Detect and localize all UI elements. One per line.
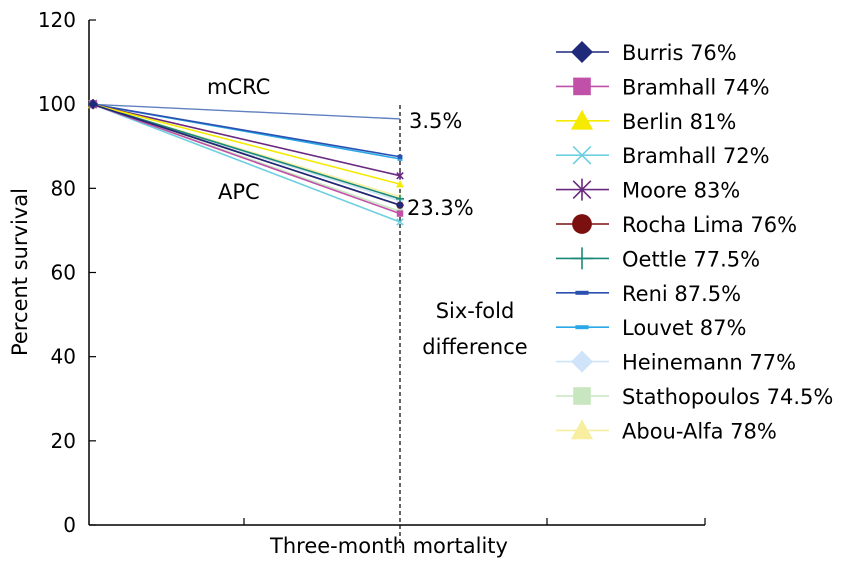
legend-label: Reni 87.5% (622, 282, 741, 306)
legend-label: Heinemann 77% (622, 351, 796, 375)
legend-marker (575, 325, 589, 330)
legend-marker (573, 387, 591, 405)
difference-label-line2: difference (422, 335, 527, 359)
series-end-point (397, 156, 403, 161)
legend-item: Heinemann 77% (556, 350, 796, 375)
legend-marker (572, 178, 592, 201)
legend-item: Louvet 87% (556, 316, 746, 340)
legend-label: Rocha Lima 76% (622, 213, 797, 237)
y-tick-label: 120 (38, 8, 76, 32)
legend: Burris 76% Bramhall 74% Berlin 81% Bramhall… (556, 41, 833, 443)
legend-label: Burris 76% (622, 41, 737, 65)
y-tick-label: 40 (51, 345, 76, 369)
series-end-point (396, 218, 404, 226)
y-ticks: 0 20 40 60 80 100 120 (38, 8, 96, 537)
series-line (91, 103, 401, 223)
series-end-point (397, 154, 403, 159)
legend-marker (571, 350, 593, 373)
series-line (91, 103, 401, 177)
series-end-point (396, 171, 404, 180)
y-tick-label: 20 (51, 429, 76, 453)
legend-label: Berlin 81% (622, 110, 736, 134)
series-line (91, 103, 401, 185)
legend-marker (572, 145, 592, 165)
legend-item: Moore 83% (556, 178, 740, 203)
legend-label: Bramhall 72% (622, 144, 770, 168)
y-tick-label: 100 (38, 92, 76, 116)
difference-label-line1: Six-fold (436, 299, 515, 323)
legend-label: Louvet 87% (622, 316, 746, 340)
y-tick-label: 80 (51, 176, 76, 200)
legend-marker (572, 214, 592, 234)
series-line (91, 103, 401, 206)
legend-item: Oettle 77.5% (556, 247, 760, 271)
legend-item: Burris 76% (556, 41, 737, 65)
y-tick-label: 0 (63, 513, 76, 537)
mcrc-label: mCRC (207, 75, 270, 99)
legend-marker (575, 290, 589, 295)
apc-value-label: 23.3% (407, 196, 474, 220)
legend-item: Abou-Alfa 78% (556, 419, 777, 443)
legend-label: Bramhall 74% (622, 75, 770, 99)
legend-label: Moore 83% (622, 179, 740, 203)
series-end-point (396, 180, 404, 188)
axes (88, 20, 706, 548)
mcrc-value-label: 3.5% (409, 109, 462, 133)
legend-item: Bramhall 74% (556, 75, 770, 99)
legend-marker (571, 247, 593, 270)
apc-label: APC (218, 180, 260, 204)
legend-item: Stathopoulos 74.5% (556, 385, 833, 409)
legend-label: Oettle 77.5% (622, 247, 760, 271)
series-line (91, 103, 401, 200)
mcrc-reference-line (88, 103, 401, 120)
series-line (91, 103, 401, 158)
y-axis-title: Percent survival (8, 188, 32, 356)
series-lines (88, 99, 404, 226)
legend-marker (571, 419, 593, 440)
series-start-point (88, 99, 98, 110)
legend-item: Rocha Lima 76% (556, 213, 797, 237)
series-line (91, 103, 401, 215)
annotations: mCRC APC 3.5% 23.3% Six-fold difference (207, 75, 528, 359)
x-axis-title: Three-month mortality (269, 534, 508, 558)
series-end-point (396, 210, 404, 217)
series-0 (88, 99, 404, 210)
y-tick-label: 60 (51, 261, 76, 285)
legend-item: Reni 87.5% (556, 282, 741, 306)
series-end-point (396, 201, 404, 210)
legend-item: Bramhall 72% (556, 144, 770, 168)
legend-marker (571, 41, 593, 63)
legend-label: Stathopoulos 74.5% (622, 385, 833, 409)
legend-marker (573, 77, 591, 96)
legend-marker (571, 109, 593, 130)
legend-item: Berlin 81% (556, 109, 736, 134)
legend-label: Abou-Alfa 78% (622, 419, 777, 443)
